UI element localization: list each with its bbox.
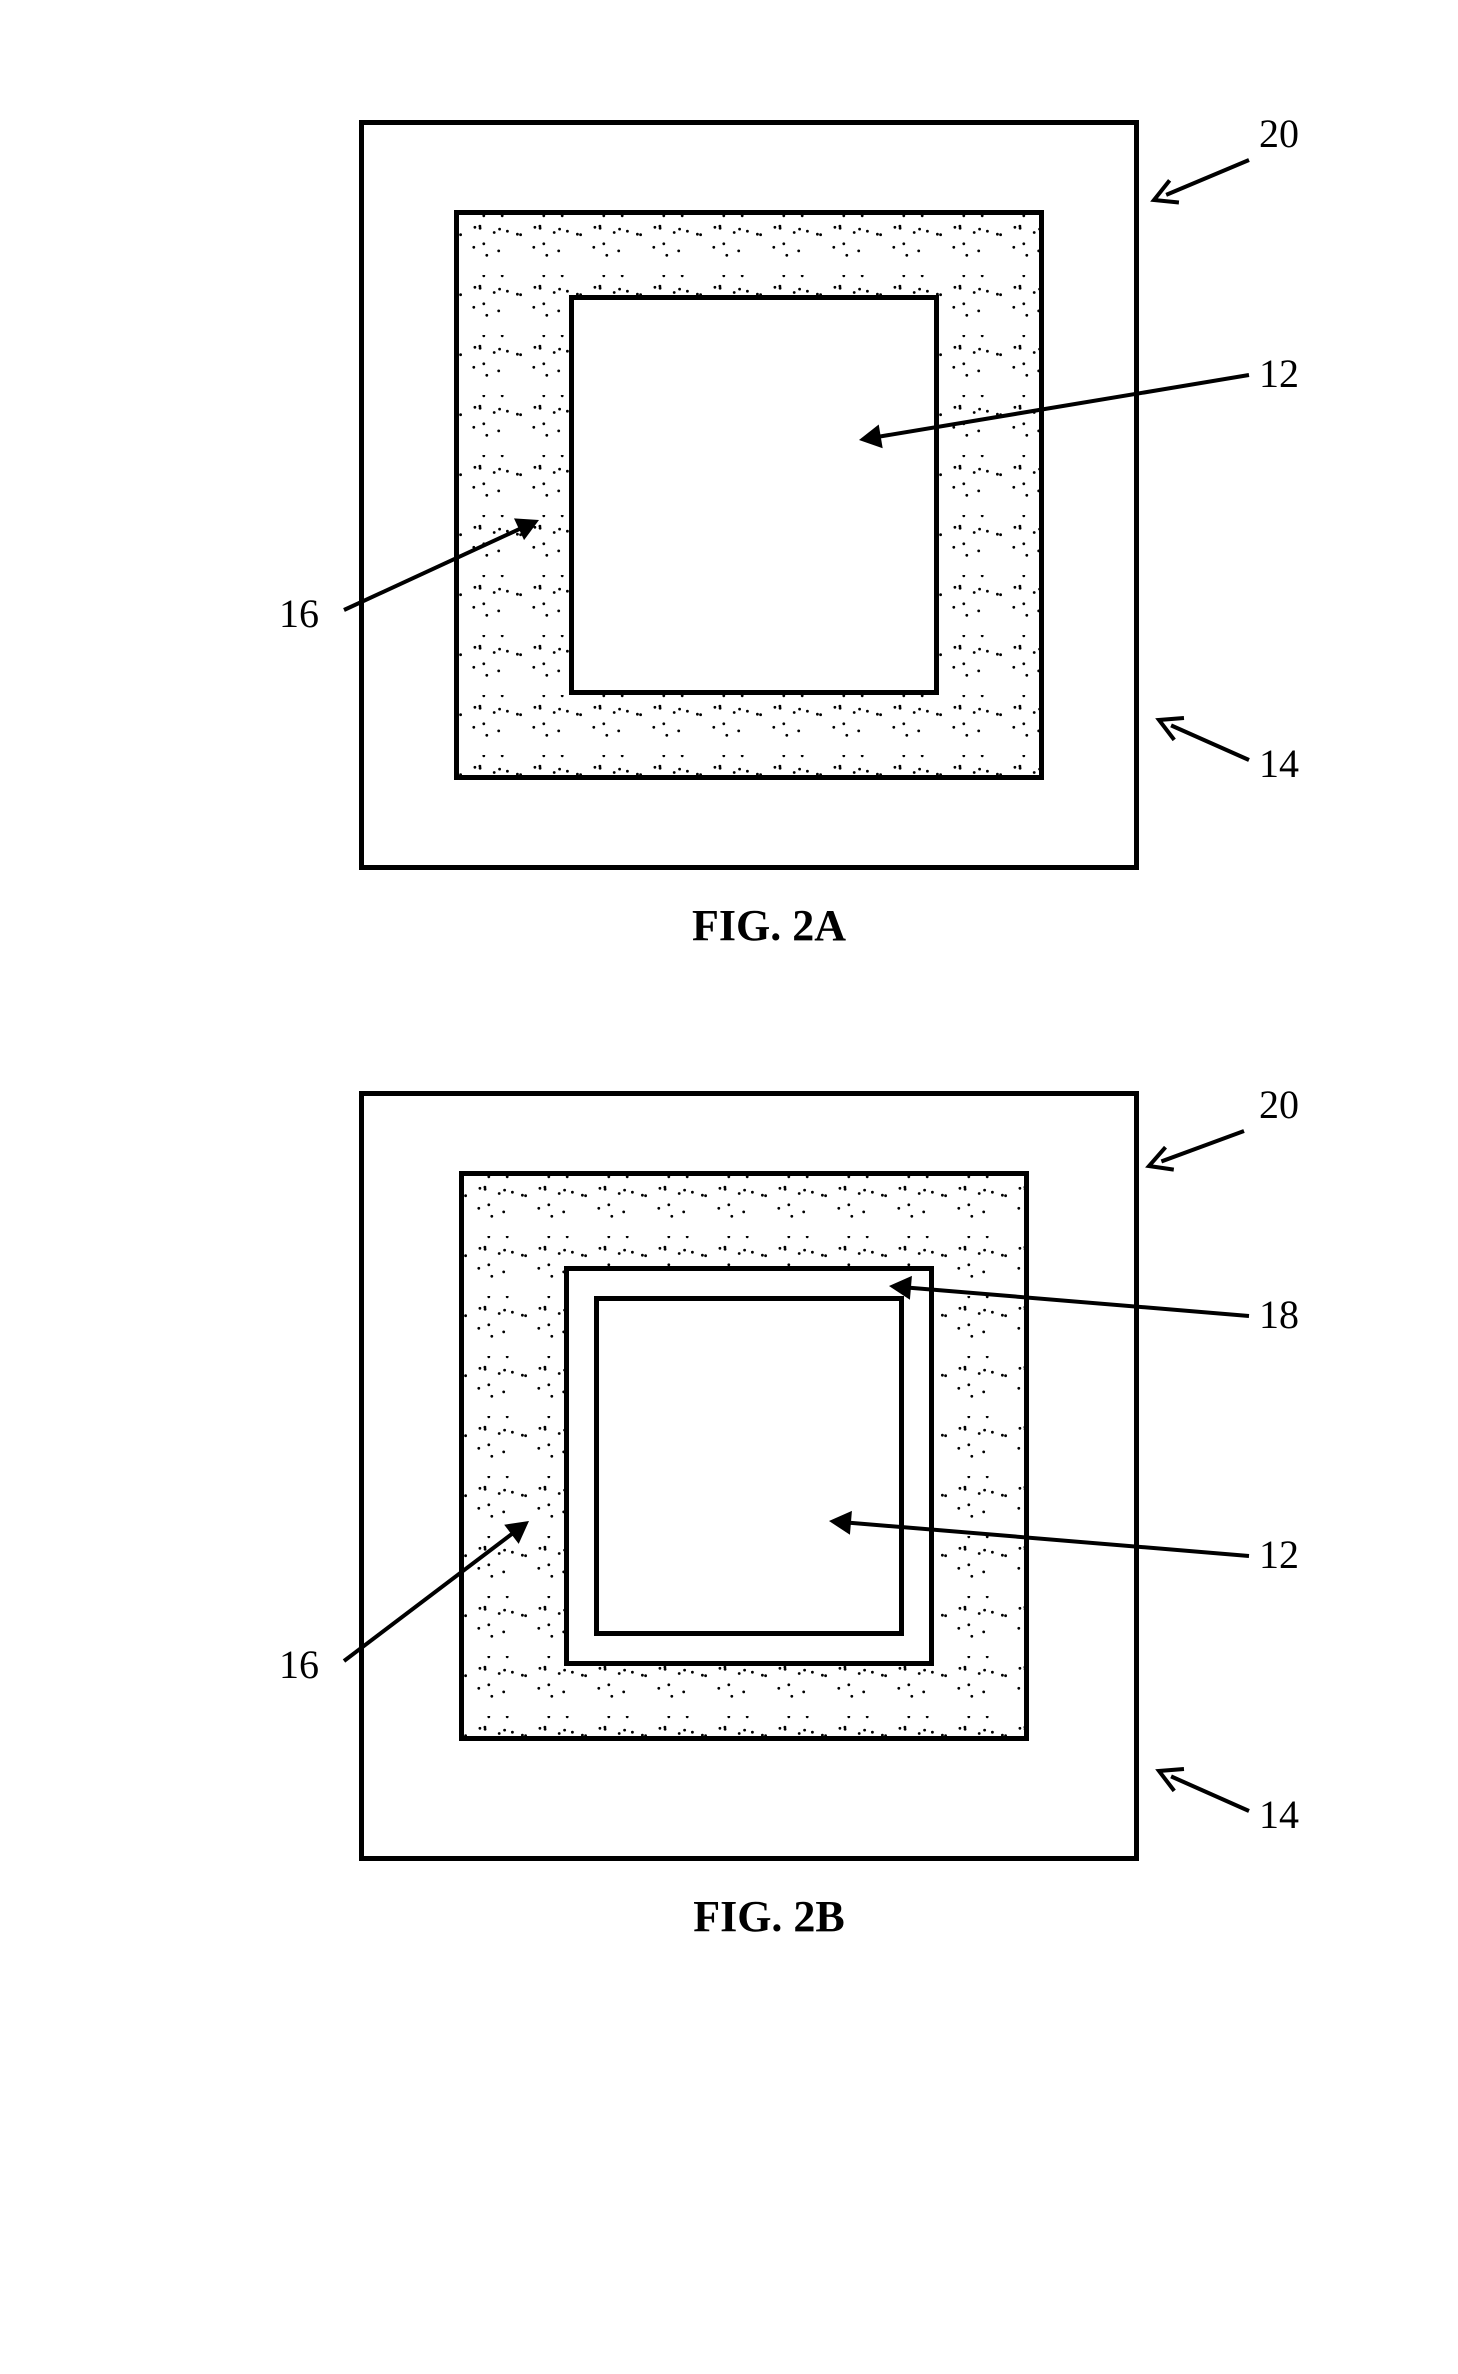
ref-label-14: 14 bbox=[1259, 740, 1299, 787]
figure-2a-block: 20 12 14 16 FIG. 2A bbox=[40, 60, 1458, 951]
page-root: 20 12 14 16 FIG. 2A 20 18 12 14 16 FIG. 2B bbox=[40, 60, 1458, 1942]
figure-2b-diagram: 20 18 12 14 16 bbox=[179, 1031, 1359, 1881]
ref-label-20: 20 bbox=[1259, 1081, 1299, 1128]
inner-square-inner bbox=[594, 1296, 904, 1636]
figure-2b-block: 20 18 12 14 16 FIG. 2B bbox=[40, 1031, 1458, 1942]
figure-2a-diagram: 20 12 14 16 bbox=[179, 60, 1359, 890]
figure-2a-caption: FIG. 2A bbox=[40, 900, 1458, 951]
ref-label-18: 18 bbox=[1259, 1291, 1299, 1338]
ref-label-12: 12 bbox=[1259, 350, 1299, 397]
ref-label-20: 20 bbox=[1259, 110, 1299, 157]
inner-square bbox=[569, 295, 939, 695]
figure-2b-caption: FIG. 2B bbox=[40, 1891, 1458, 1942]
ref-label-16: 16 bbox=[279, 1641, 319, 1688]
ref-label-16: 16 bbox=[279, 590, 319, 637]
ref-label-14: 14 bbox=[1259, 1791, 1299, 1838]
ref-label-12: 12 bbox=[1259, 1531, 1299, 1578]
